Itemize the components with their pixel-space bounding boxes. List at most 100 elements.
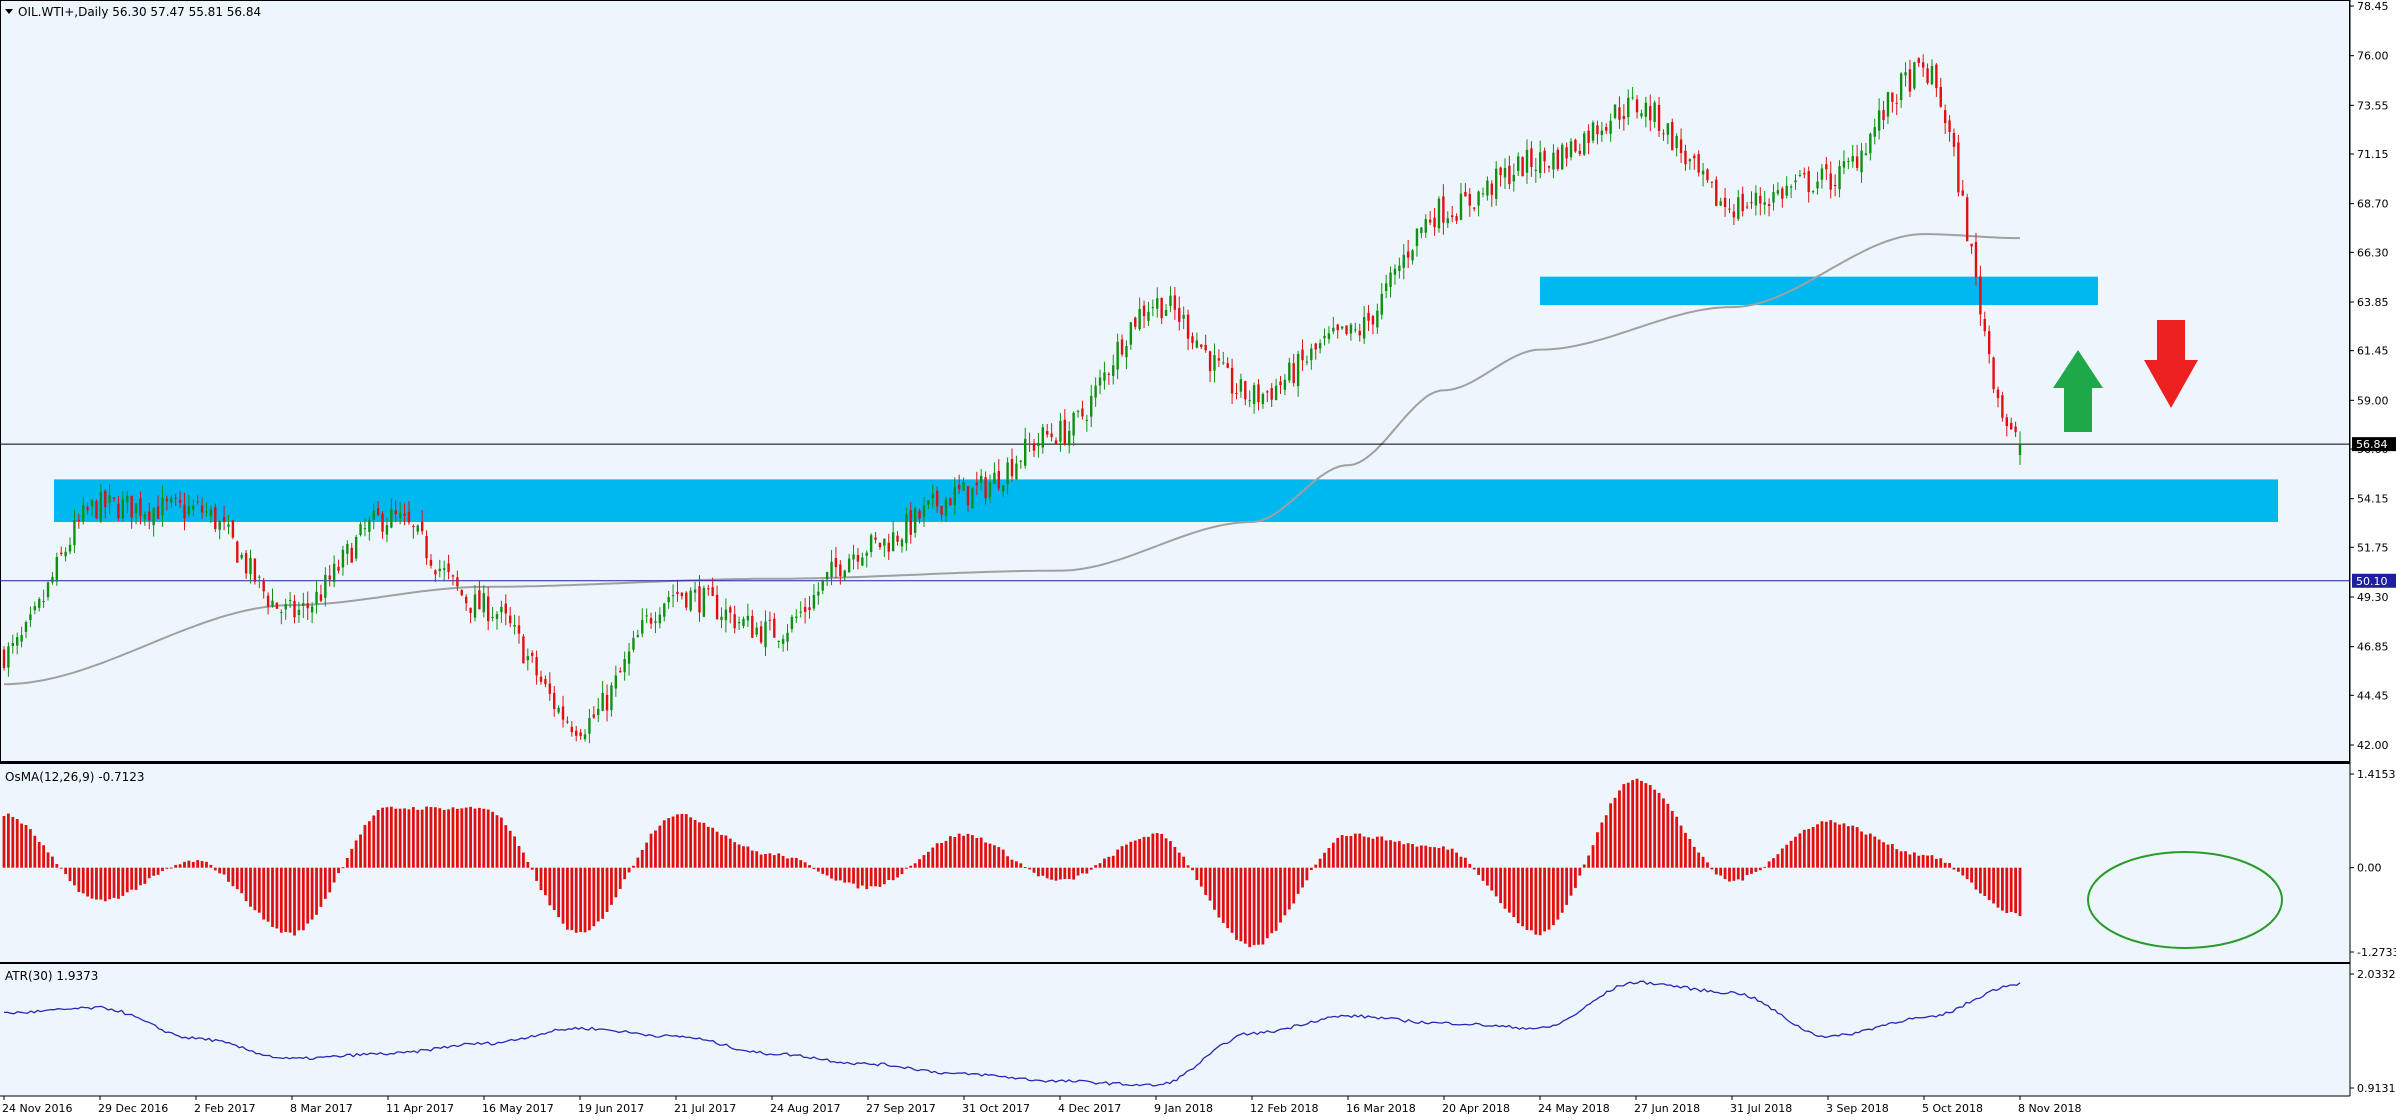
chart-menu-triangle-icon[interactable] xyxy=(5,9,13,14)
osma-bar xyxy=(1961,867,1965,876)
osma-bar xyxy=(1855,827,1859,868)
osma-bar xyxy=(1111,855,1115,868)
osma-bar xyxy=(1032,867,1036,873)
time-tick-label: 20 Apr 2018 xyxy=(1442,1102,1510,1115)
osma-bar xyxy=(359,834,362,868)
candle-body xyxy=(306,603,309,609)
candle-body xyxy=(152,508,155,526)
osma-bar xyxy=(706,826,710,868)
osma-bar xyxy=(350,848,354,868)
osma-bar xyxy=(1846,826,1850,868)
candle-body xyxy=(1807,171,1810,192)
candle-body xyxy=(1525,149,1529,173)
candle-body xyxy=(671,595,675,597)
candle-body xyxy=(95,501,98,519)
candle-body xyxy=(1450,215,1454,218)
highlight-ellipse[interactable] xyxy=(2087,851,2283,949)
candle-body xyxy=(1640,113,1643,117)
candle-body xyxy=(1754,192,1758,206)
time-tick-label: 29 Dec 2016 xyxy=(98,1102,168,1115)
price-pane[interactable] xyxy=(0,0,2350,764)
candle-body xyxy=(1068,430,1071,446)
candle-body xyxy=(1244,381,1247,400)
osma-bar xyxy=(601,867,605,919)
candle-body xyxy=(729,607,732,613)
osma-bar xyxy=(909,865,913,868)
osma-bar xyxy=(1644,783,1648,868)
candle-body xyxy=(1996,389,2000,399)
osma-bar xyxy=(1287,867,1291,910)
osma-bar xyxy=(1358,833,1362,868)
candle-body xyxy=(1376,310,1379,328)
osma-bar xyxy=(447,809,450,868)
atr-pane[interactable] xyxy=(0,963,2350,1096)
candle-body xyxy=(165,498,169,502)
zone-2[interactable] xyxy=(1540,276,2098,306)
candle-body xyxy=(539,676,543,682)
candle-body xyxy=(1362,317,1366,339)
osma-bar xyxy=(310,867,314,920)
candle-body xyxy=(368,520,371,532)
candle-body xyxy=(535,657,538,676)
candle-body xyxy=(1706,169,1709,181)
osma-bar xyxy=(169,867,173,869)
osma-bar xyxy=(266,867,270,922)
osma-bar xyxy=(1917,855,1921,868)
moving-average-line xyxy=(3,233,2020,686)
candle-body xyxy=(297,609,301,616)
candle-body xyxy=(1384,283,1388,291)
osma-bar xyxy=(1213,867,1216,910)
candle-body xyxy=(755,627,758,635)
price-tick-label: 71.15 xyxy=(2357,148,2389,161)
candle-body xyxy=(1446,218,1449,224)
candle-body xyxy=(1737,197,1740,219)
osma-bar xyxy=(1085,867,1089,874)
osma-bar xyxy=(768,853,772,868)
candle-body xyxy=(275,602,279,609)
osma-bar xyxy=(1684,832,1687,868)
candle-body xyxy=(1230,367,1234,394)
osma-bar xyxy=(1050,867,1054,880)
candle-body xyxy=(988,482,992,498)
candle-body xyxy=(1345,325,1348,334)
osma-bar xyxy=(1538,867,1542,936)
osma-bar xyxy=(623,867,627,880)
candle-body xyxy=(1869,133,1872,154)
atr-line xyxy=(3,980,2021,1087)
osma-bar xyxy=(1389,840,1392,868)
candle-body xyxy=(134,503,138,514)
candle-body xyxy=(1798,174,1802,177)
candle-body xyxy=(887,542,890,552)
osma-bar xyxy=(275,867,279,929)
osma-bar xyxy=(830,867,833,879)
osma-bar xyxy=(922,855,926,868)
candle-body xyxy=(341,549,345,568)
osma-bar xyxy=(147,867,151,879)
candle-body xyxy=(1543,150,1546,162)
candle-body xyxy=(1204,344,1207,351)
osma-bar xyxy=(724,835,728,868)
zone-1[interactable] xyxy=(54,479,2278,522)
candle-body xyxy=(685,592,688,608)
candle-body xyxy=(2018,444,2022,456)
arrow-down-icon[interactable] xyxy=(2144,320,2198,408)
candle-body xyxy=(350,547,353,563)
osma-bar xyxy=(1631,780,1635,868)
osma-bar xyxy=(1750,867,1753,874)
osma-bar xyxy=(90,867,94,899)
candle-body xyxy=(786,632,789,642)
arrow-up-icon[interactable] xyxy=(2053,350,2103,432)
time-tick-label: 24 May 2018 xyxy=(1538,1102,1610,1115)
osma-bar xyxy=(658,825,662,868)
osma-bar xyxy=(1789,840,1793,868)
osma-bar xyxy=(491,811,494,868)
candle-body xyxy=(1745,206,1749,208)
candle-body xyxy=(1864,153,1868,156)
candle-body xyxy=(1186,314,1190,339)
candle-body xyxy=(1622,115,1626,120)
osma-bar xyxy=(966,833,970,868)
candle-body xyxy=(812,595,816,609)
osma-bar xyxy=(156,867,160,875)
candle-body xyxy=(1961,190,1964,196)
osma-bar xyxy=(1296,867,1300,894)
